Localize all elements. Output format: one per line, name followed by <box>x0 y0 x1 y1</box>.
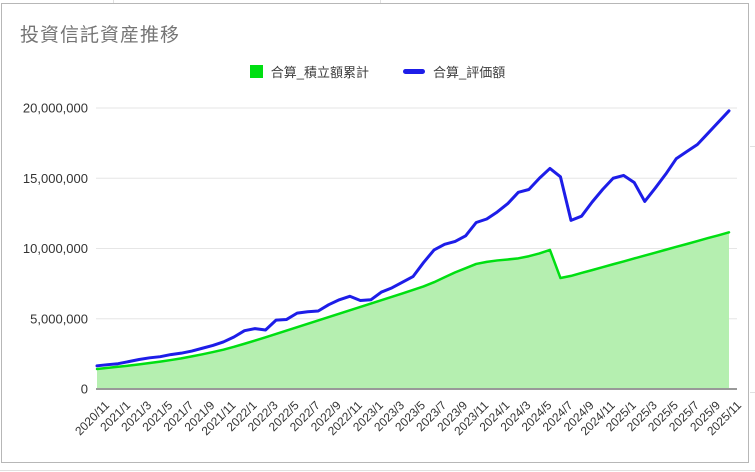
sheet-column-line <box>380 0 381 3</box>
legend-square-swatch-icon <box>249 65 263 78</box>
sheet-row-line <box>750 392 755 393</box>
legend-label: 合算_積立額累計 <box>270 65 369 80</box>
chart-title: 投資信託資産推移 <box>20 25 181 46</box>
area-fill <box>97 232 729 389</box>
sheet-row-line <box>0 470 755 471</box>
legend-item-tsumitate[interactable]: 合算_積立額累計 <box>249 62 369 81</box>
legend-line-swatch-icon <box>403 69 425 74</box>
legend-item-hyokagaku[interactable]: 合算_評価額 <box>403 62 505 81</box>
series-line <box>95 231 731 371</box>
y-tick-label: 0 <box>81 382 88 397</box>
y-tick-label: 15,000,000 <box>23 171 88 186</box>
chart-legend: 合算_積立額累計 合算_評価額 <box>0 62 755 81</box>
y-tick-label: 20,000,000 <box>23 101 88 116</box>
y-tick-label: 10,000,000 <box>23 241 88 256</box>
legend-label: 合算_評価額 <box>433 65 506 80</box>
series-line <box>95 109 731 368</box>
sheet-row-line <box>750 146 755 147</box>
y-tick-label: 5,000,000 <box>30 311 88 326</box>
sheet-column-line <box>113 0 114 3</box>
